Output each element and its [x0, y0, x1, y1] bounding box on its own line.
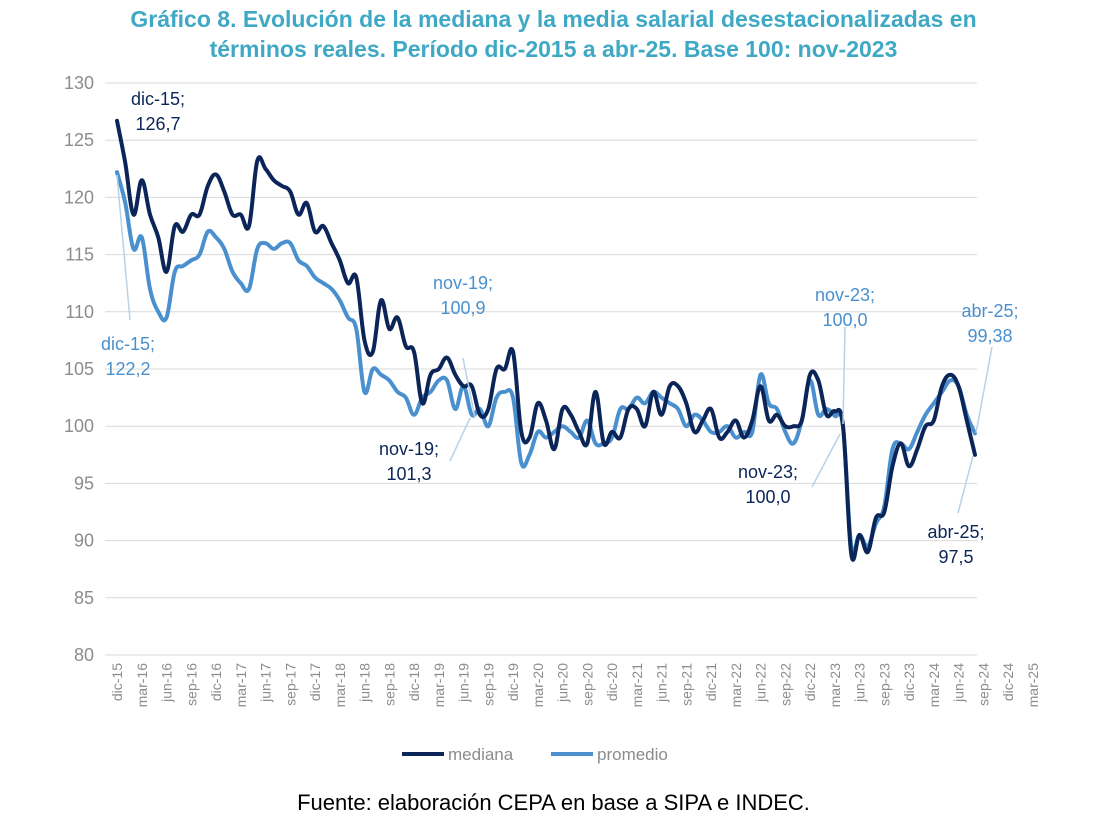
data-annotations: dic-15; 126,7 dic-15; 122,2 nov-19; 100,9 nov-…: [101, 89, 1019, 567]
x-tick-label: dic-21: [703, 663, 719, 701]
x-tick-label: mar-25: [1025, 663, 1041, 708]
x-tick-label: dic-15: [109, 663, 125, 701]
annotation-leader-line: [811, 433, 841, 488]
gridlines: [105, 82, 977, 656]
annotation-value-label: 100,9: [440, 298, 485, 318]
x-tick-label: jun-18: [357, 663, 373, 703]
annotation-date-label: nov-23;: [815, 285, 875, 305]
annotation-leader-line: [975, 346, 993, 434]
source-note: Fuente: elaboración CEPA en base a SIPA …: [297, 790, 810, 815]
x-tick-label: mar-21: [629, 663, 645, 708]
x-tick-label: mar-17: [233, 663, 249, 708]
x-tick-label: jun-22: [753, 663, 769, 703]
x-tick-label: mar-16: [134, 663, 150, 708]
legend-label-promedio: promedio: [597, 745, 668, 764]
x-tick-label: jun-23: [852, 663, 868, 703]
annotation-date-label: dic-15;: [131, 89, 185, 109]
annotation-value-label: 122,2: [105, 359, 150, 379]
x-tick-label: sep-23: [876, 663, 892, 706]
x-tick-label: mar-18: [332, 663, 348, 708]
annotation-leader-line: [842, 326, 846, 425]
x-tick-label: mar-23: [827, 663, 843, 708]
annotation-leader-line: [462, 357, 476, 419]
x-tick-label: mar-22: [728, 663, 744, 708]
annotation-value-label: 100,0: [822, 310, 867, 330]
annotation-value-label: 101,3: [386, 464, 431, 484]
x-tick-label: dic-22: [802, 663, 818, 701]
annotation-date-label: abr-25;: [961, 301, 1018, 321]
x-tick-label: sep-16: [183, 663, 199, 706]
x-tick-label: dic-17: [307, 663, 323, 701]
y-tick-label: 130: [64, 73, 94, 93]
annotation-date-label: nov-23;: [738, 462, 798, 482]
annotation-value-label: 99,38: [967, 326, 1012, 346]
x-tick-label: dic-19: [505, 663, 521, 701]
x-tick-label: mar-20: [530, 663, 546, 708]
x-tick-label: jun-24: [951, 663, 967, 703]
legend: mediana promedio: [402, 745, 668, 764]
x-tick-label: dic-24: [1000, 663, 1016, 701]
x-tick-label: jun-17: [258, 663, 274, 703]
y-tick-label: 80: [74, 645, 94, 665]
annotation-value-label: 97,5: [938, 547, 973, 567]
x-tick-label: jun-21: [654, 663, 670, 703]
promedio-series-line: [115, 170, 977, 555]
x-tick-label: jun-16: [159, 663, 175, 703]
x-tick-label: dic-18: [406, 663, 422, 701]
chart-title-line-1: Gráfico 8. Evolución de la mediana y la …: [130, 6, 977, 32]
annotation-leader-line: [449, 417, 471, 462]
y-tick-label: 90: [74, 531, 94, 551]
annotation-date-label: abr-25;: [927, 522, 984, 542]
y-tick-label: 125: [64, 130, 94, 150]
annotation-date-label: dic-15;: [101, 334, 155, 354]
x-tick-label: sep-21: [678, 663, 694, 706]
annotation-value-label: 126,7: [135, 114, 180, 134]
annotation-leader-line: [957, 455, 974, 514]
y-tick-label: 95: [74, 473, 94, 493]
y-tick-label: 120: [64, 187, 94, 207]
x-tick-label: jun-20: [555, 663, 571, 703]
chart-title: Gráfico 8. Evolución de la mediana y la …: [0, 4, 1107, 64]
x-tick-label: sep-20: [579, 663, 595, 706]
y-tick-label: 100: [64, 416, 94, 436]
y-tick-label: 85: [74, 588, 94, 608]
y-tick-label: 110: [65, 302, 94, 322]
series-lines: [115, 118, 977, 562]
y-axis: 80 85 90 95 100 105 110 115 120 125 130: [64, 73, 94, 665]
annotation-date-label: nov-19;: [379, 439, 439, 459]
x-tick-label: dic-16: [208, 663, 224, 701]
x-tick-label: sep-19: [480, 663, 496, 706]
mediana-series-line: [115, 118, 977, 562]
x-tick-label: dic-23: [901, 663, 917, 701]
x-tick-label: jun-19: [456, 663, 472, 703]
legend-label-mediana: mediana: [448, 745, 514, 764]
x-tick-label: sep-24: [975, 663, 991, 706]
annotation-leader-line: [116, 174, 131, 321]
annotation-value-label: 100,0: [745, 487, 790, 507]
x-axis: dic-15 mar-16 jun-16 sep-16 dic-16 mar-17 jun-…: [109, 663, 1041, 708]
y-tick-label: 115: [65, 245, 94, 265]
x-tick-label: sep-22: [777, 663, 793, 706]
x-tick-label: mar-24: [926, 663, 942, 708]
chart-title-line-2: términos reales. Período dic-2015 a abr-…: [209, 36, 898, 62]
x-tick-label: sep-17: [282, 663, 298, 706]
annotation-date-label: nov-19;: [433, 273, 493, 293]
x-tick-label: dic-20: [604, 663, 620, 701]
y-tick-label: 105: [64, 359, 94, 379]
x-tick-label: mar-19: [431, 663, 447, 708]
x-tick-label: sep-18: [381, 663, 397, 706]
